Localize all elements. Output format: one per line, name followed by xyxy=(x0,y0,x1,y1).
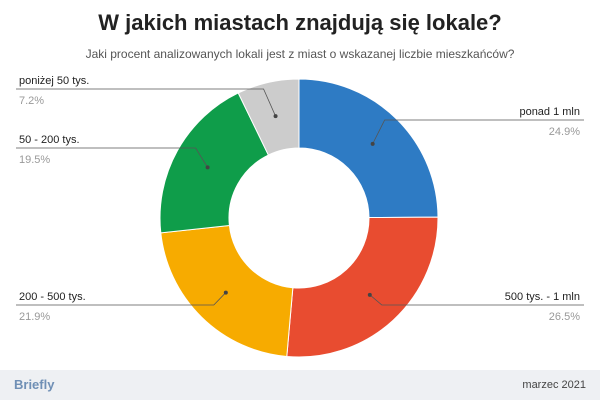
slice-label: 500 tys. - 1 mln xyxy=(505,291,580,303)
leader-dot xyxy=(367,292,372,297)
slice-50-200-tys- xyxy=(159,92,270,234)
publication-date: marzec 2021 xyxy=(522,379,586,391)
chart-subtitle: Jaki procent analizowanych lokali jest z… xyxy=(85,47,515,61)
slice-value-label: 7.2% xyxy=(19,95,44,107)
slice-label: poniżej 50 tys. xyxy=(19,75,89,87)
footer-bar: Briefly marzec 2021 xyxy=(0,370,600,400)
leader-dot xyxy=(273,114,278,119)
slice-ponad-1-mln xyxy=(298,78,439,219)
leader-line xyxy=(372,119,584,145)
leader-line xyxy=(16,292,227,306)
leader-dot xyxy=(223,290,228,295)
slice-label: 200 - 500 tys. xyxy=(19,291,86,303)
slice-label: ponad 1 mln xyxy=(519,106,580,118)
slice-poni-ej-50-tys- xyxy=(237,78,300,156)
leader-line xyxy=(16,88,276,117)
leader-dot xyxy=(370,141,375,146)
slice-value-label: 21.9% xyxy=(19,311,50,323)
leader-line xyxy=(369,294,584,306)
donut-chart: ponad 1 mln 24.9% 500 tys. - 1 mln 26.5% 200… xyxy=(16,75,584,358)
chart-title: W jakich miastach znajdują się lokale? xyxy=(98,10,502,35)
slice-label: 50 - 200 tys. xyxy=(19,134,80,146)
leader-dot xyxy=(205,165,210,170)
slice-500-tys-1-mln xyxy=(286,216,439,358)
brand-logo: Briefly xyxy=(14,377,55,392)
leader-line xyxy=(16,147,208,168)
slice-value-label: 26.5% xyxy=(549,311,580,323)
slice-value-label: 24.9% xyxy=(549,126,580,138)
slice-value-label: 19.5% xyxy=(19,154,50,166)
